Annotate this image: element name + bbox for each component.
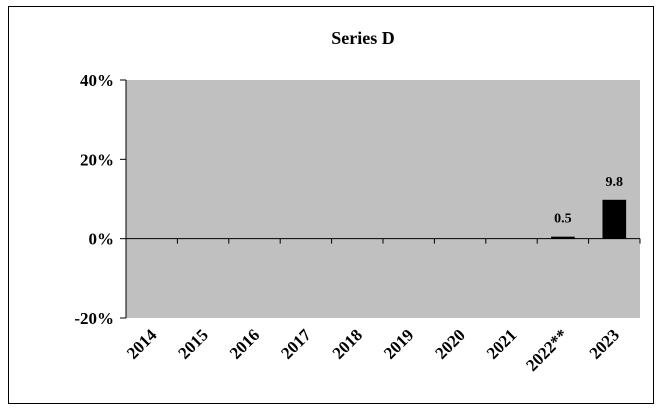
x-tick-label: 2017 — [277, 325, 315, 363]
x-tick-label: 2018 — [329, 325, 366, 362]
x-tick-label: 2014 — [123, 325, 161, 363]
y-tick-label: 20% — [80, 150, 114, 169]
x-tick-label: 2022** — [522, 325, 571, 374]
data-label: 9.8 — [606, 175, 624, 190]
bar — [602, 199, 627, 239]
bars: 0.5 9.8 — [551, 175, 627, 239]
x-tick-label: 2020 — [431, 325, 468, 362]
chart-title: Series D — [331, 28, 394, 48]
plot-area — [126, 80, 640, 318]
bar — [551, 236, 575, 239]
x-tick-label: 2021 — [483, 325, 520, 362]
y-axis: -20% 0% 20% 40% — [74, 71, 127, 328]
x-tick-label: 2023 — [586, 325, 623, 362]
y-tick-label: 40% — [80, 71, 114, 90]
y-tick-label: 0% — [89, 230, 115, 249]
x-tick-label: 2015 — [174, 325, 211, 362]
data-label: 0.5 — [554, 212, 572, 227]
x-tick-label: 2016 — [226, 325, 263, 362]
y-tick-label: -20% — [74, 309, 114, 328]
x-tick-label: 2019 — [380, 325, 417, 362]
